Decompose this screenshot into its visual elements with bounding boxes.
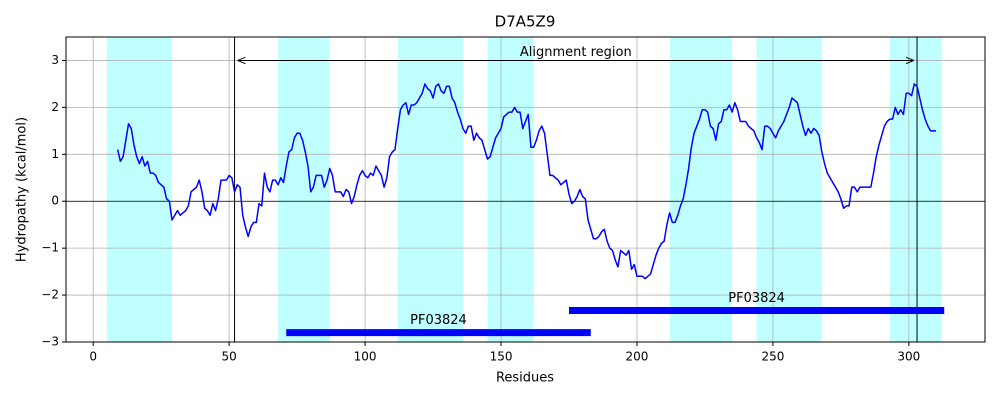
alignment-label: Alignment region [520,45,632,60]
hydropathy-line [116,83,937,280]
shaded-region [756,37,822,342]
x-tick-label: 250 [761,350,784,364]
y-tick-label: 0 [51,194,59,208]
y-tick-label: 3 [51,53,59,67]
shaded-region [278,37,330,342]
y-tick-label: 2 [51,100,59,114]
plot-frame [65,36,986,343]
x-tick-label: 200 [626,350,649,364]
shaded-region [889,37,942,342]
x-tick-label: 100 [354,350,377,364]
y-axis-label: Hydropathy (kcal/mol) [15,117,30,262]
x-tick-label: 150 [490,350,513,364]
y-tick-label: −2 [41,288,59,302]
shaded-region [397,37,463,342]
x-tick-label: 300 [897,350,920,364]
domain-label: PF03824 [728,291,785,306]
domain-label: PF03824 [410,313,467,328]
shaded-region [669,37,733,342]
shaded-region [487,37,534,342]
y-tick-label: 1 [51,147,59,161]
x-tick-label: 50 [221,350,236,364]
shaded-region [106,37,173,342]
y-tick-label: −1 [41,241,59,255]
chart-title: D7A5Z9 [495,13,556,31]
x-axis-label: Residues [496,371,554,386]
x-tick-label: 0 [89,350,97,364]
y-tick-label: −3 [41,335,59,349]
